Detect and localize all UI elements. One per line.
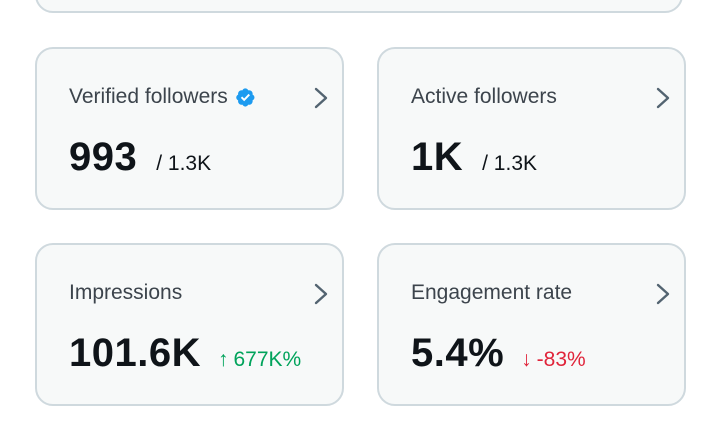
metric-change-text: 677K% <box>233 348 302 371</box>
chevron-right-icon[interactable] <box>314 87 328 109</box>
card-title-label: Active followers <box>411 85 557 108</box>
metric-value-row: 993 / 1.3K <box>69 135 211 180</box>
chevron-right-icon[interactable] <box>314 283 328 305</box>
metric-total: / 1.3K <box>482 152 538 175</box>
metric-value-row: 5.4% ↓ -83% <box>411 331 586 376</box>
metric-value: 993 <box>69 135 138 179</box>
metric-total: / 1.3K <box>156 152 212 175</box>
card-title: Active followers <box>411 85 557 109</box>
arrow-up-icon: ↑ <box>217 348 229 371</box>
active-followers-card[interactable]: Active followers 1K / 1.3K <box>377 47 686 210</box>
engagement-rate-card[interactable]: Engagement rate 5.4% ↓ -83% <box>377 243 686 406</box>
verified-badge-icon <box>235 87 256 108</box>
metric-change-text: -83% <box>536 348 586 371</box>
verified-followers-card[interactable]: Verified followers 993 / 1.3K <box>35 47 344 210</box>
chevron-right-icon[interactable] <box>656 283 670 305</box>
card-title-label: Verified followers <box>69 85 228 108</box>
metric-value: 5.4% <box>411 331 505 375</box>
metric-value: 101.6K <box>69 331 201 375</box>
metric-value: 1K <box>411 135 464 179</box>
previous-card-bottom-edge[interactable] <box>35 0 683 13</box>
arrow-down-icon: ↓ <box>521 348 532 371</box>
metric-change-negative: ↓ -83% <box>521 348 586 372</box>
chevron-right-icon[interactable] <box>656 87 670 109</box>
card-title: Engagement rate <box>411 281 572 305</box>
metric-value-row: 101.6K ↑ 677K% <box>69 331 301 376</box>
card-title: Impressions <box>69 281 182 305</box>
impressions-card[interactable]: Impressions 101.6K ↑ 677K% <box>35 243 344 406</box>
card-title: Verified followers <box>69 85 256 109</box>
metric-value-row: 1K / 1.3K <box>411 135 537 180</box>
card-title-label: Impressions <box>69 281 183 304</box>
card-title-label: Engagement rate <box>411 281 573 304</box>
metric-change-positive: ↑ 677K% <box>218 348 301 372</box>
